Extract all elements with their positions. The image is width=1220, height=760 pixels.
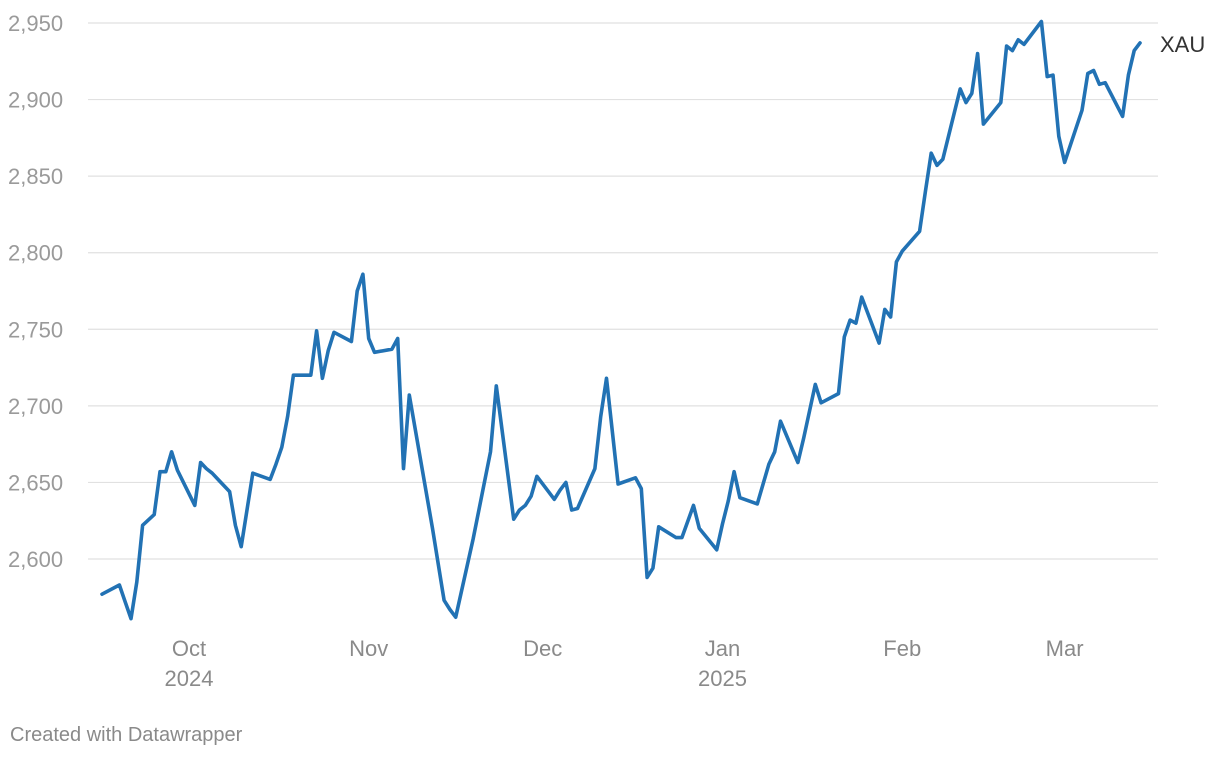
y-tick-label: 2,650 bbox=[8, 470, 63, 495]
series-label: XAU bbox=[1160, 32, 1205, 57]
x-tick-label: Nov bbox=[349, 636, 388, 661]
x-tick-label: Dec bbox=[523, 636, 562, 661]
series-line-xau bbox=[100, 19, 1142, 621]
y-tick-label: 2,750 bbox=[8, 317, 63, 342]
x-tick-label: Oct bbox=[172, 636, 206, 661]
y-tick-label: 2,700 bbox=[8, 394, 63, 419]
y-tick-label: 2,850 bbox=[8, 164, 63, 189]
y-tick-label: 2,950 bbox=[8, 11, 63, 36]
y-tick-label: 2,600 bbox=[8, 547, 63, 572]
x-axis-ticks: Oct 2024 Nov Dec Jan 2025 Feb Mar bbox=[165, 636, 1084, 691]
line-chart: 2,600 2,650 2,700 2,750 2,800 2,850 2,900 2,950… bbox=[8, 11, 1205, 691]
x-tick-label: Mar bbox=[1046, 636, 1084, 661]
credit-text: Created with Datawrapper bbox=[10, 724, 243, 746]
y-tick-label: 2,800 bbox=[8, 241, 63, 266]
series-layer: XAU bbox=[100, 19, 1205, 621]
y-axis-ticks: 2,600 2,650 2,700 2,750 2,800 2,850 2,900 2,950 bbox=[8, 11, 63, 572]
x-tick-year-label: 2024 bbox=[165, 666, 214, 691]
y-tick-label: 2,900 bbox=[8, 88, 63, 113]
x-tick-year-label: 2025 bbox=[698, 666, 747, 691]
x-tick-label: Jan bbox=[705, 636, 740, 661]
gridlines bbox=[88, 22, 1158, 560]
x-tick-label: Feb bbox=[883, 636, 921, 661]
